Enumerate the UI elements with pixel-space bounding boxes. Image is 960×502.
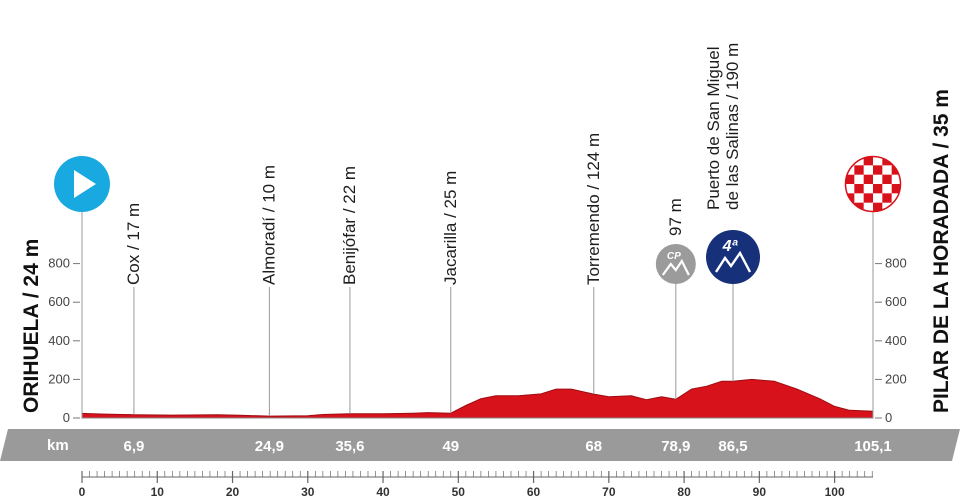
y-tick-label-left: 200 (48, 371, 70, 386)
y-tick-label-left: 600 (48, 294, 70, 309)
km-band-value: 68 (585, 438, 602, 455)
km-band-bar (0, 429, 960, 461)
checkered-cell (863, 174, 873, 184)
km-band-label: km (47, 437, 69, 454)
x-tick-label: 100 (825, 485, 845, 499)
checkered-cell (845, 156, 855, 166)
checkered-cell (873, 165, 883, 175)
checkered-cell (882, 193, 892, 203)
x-tick-label: 0 (79, 485, 86, 499)
y-tick-label-right: 400 (885, 333, 907, 348)
checkered-cell (873, 202, 883, 212)
elevation-profile (81, 378, 874, 419)
checkered-cell (882, 174, 892, 184)
km-band-value: 78,9 (661, 438, 690, 455)
finish-location-label: PILAR DE LA HORADADA / 35 m (930, 89, 953, 413)
checkered-flag-icon (844, 155, 902, 213)
waypoint-label: Benijófar / 22 m (340, 166, 359, 285)
y-tick-label-left: 800 (48, 256, 70, 271)
y-tick-label-right: 0 (885, 410, 892, 425)
checkered-ring (844, 155, 902, 213)
x-tick-label: 90 (753, 485, 767, 499)
checkered-cell (863, 193, 873, 203)
checkpoint-mountain-glyph (661, 258, 690, 276)
waypoint-markers: Cox / 17 m Almoradí / 10 m Benijófar / 22 … (81, 43, 874, 418)
x-tick-label: 20 (226, 485, 240, 499)
km-band-value: 105,1 (854, 438, 892, 455)
checkpoint-badge-text: CP (667, 251, 681, 262)
checkered-cell (854, 165, 864, 175)
y-tick-label-right: 600 (885, 294, 907, 309)
category-4-climb-badge-icon: 4ª (706, 230, 761, 284)
start-location-label: ORIHUELA / 24 m (20, 239, 43, 413)
km-band-value: 24,9 (255, 438, 284, 455)
x-tick-label: 40 (376, 485, 390, 499)
waypoint-label: Almoradí / 10 m (259, 165, 278, 285)
x-tick-label: 10 (151, 485, 165, 499)
waypoint-label: 97 m (666, 198, 685, 236)
play-icon (54, 156, 110, 212)
checkered-cell (891, 184, 901, 194)
y-tick-label-right: 800 (885, 256, 907, 271)
checkpoint-badge-icon: CP (655, 244, 696, 284)
axes: 0 0 200 200 400 400 600 600 800 800 0 10 20 30 40 50 60 7… (48, 256, 906, 499)
y-tick-label-left: 400 (48, 333, 70, 348)
waypoint-label: Jacarilla / 25 m (441, 171, 460, 285)
checkered-cell (891, 202, 901, 212)
x-tick-label: 50 (452, 485, 466, 499)
waypoint-label-line: de las Salinas / 190 m (723, 43, 742, 210)
icons (54, 155, 902, 213)
checkpoint-badge-circle (655, 244, 696, 284)
km-band-value: 49 (442, 438, 459, 455)
climb-badge-circle (706, 230, 761, 284)
x-tick-label: 70 (602, 485, 616, 499)
km-band-value: 86,5 (718, 438, 747, 455)
km-band-value: 35,6 (335, 438, 364, 455)
checkered-cell (845, 174, 855, 184)
km-band: km 6,9 24,9 35,6 49 68 78,9 86,5 105,1 (0, 429, 960, 461)
elevation-area (81, 378, 874, 419)
waypoint-label: Torremendo / 124 m (584, 133, 603, 285)
checkered-cell (873, 184, 883, 194)
y-tick-label-left: 0 (63, 410, 70, 425)
y-tick-label-right: 200 (885, 371, 907, 386)
x-tick-label: 60 (527, 485, 541, 499)
climb-badge-text: 4ª (722, 238, 739, 255)
waypoint-label: Cox / 17 m (124, 203, 143, 285)
waypoint-label: Puerto de San Miguelde las Salinas / 190… (704, 43, 742, 210)
x-tick-label: 80 (677, 485, 691, 499)
x-tick-label: 30 (301, 485, 315, 499)
climb-mountain-glyph (715, 250, 752, 273)
checkered-cell (863, 156, 873, 166)
waypoint-label-line: Puerto de San Miguel (704, 47, 723, 211)
checkered-cell (854, 184, 864, 194)
play-icon-triangle (74, 170, 96, 198)
km-band-value: 6,9 (124, 438, 145, 455)
